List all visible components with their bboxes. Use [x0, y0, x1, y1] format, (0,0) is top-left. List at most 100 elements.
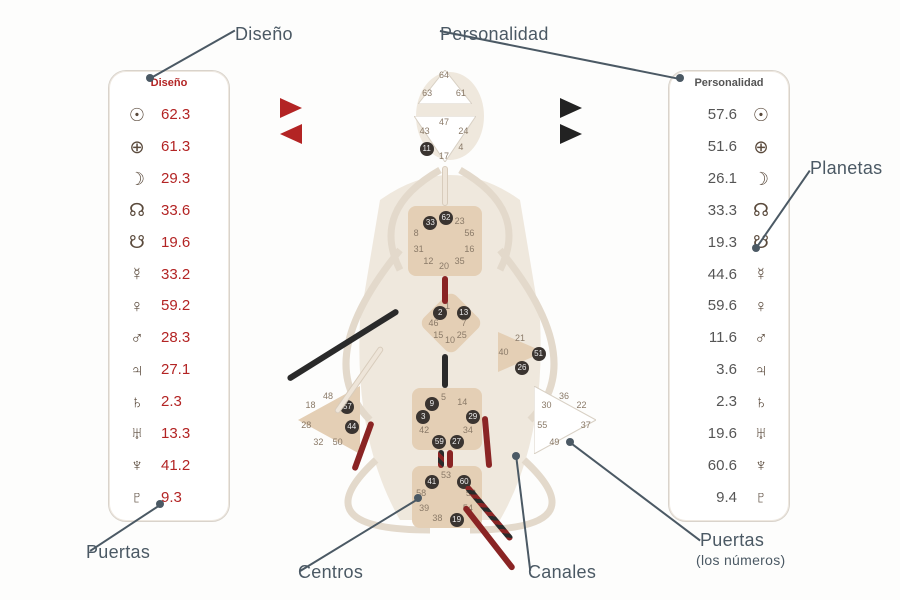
gate-value: 33.3 [708, 202, 737, 219]
design-panel: Diseño ☉62.3⊕61.3☽29.3☊33.6☋19.6☿33.2♀59… [108, 70, 230, 522]
channel [442, 166, 448, 206]
label-planetas: Planetas [810, 158, 882, 179]
planet-row: ♀ 59.6 [669, 290, 789, 322]
annotation-dot [676, 74, 684, 82]
planet-row: ☉ 57.6 [669, 99, 789, 131]
gate-value: 29.3 [161, 170, 190, 187]
center-ajna: 47 24 4 17 11 43 [414, 116, 476, 162]
label-puertas-sub: (los números) [696, 552, 785, 568]
gate-number: 22 [576, 400, 586, 410]
label-diseno: Diseño [235, 24, 293, 45]
gate-number: 35 [455, 256, 465, 266]
gate-number: 38 [432, 513, 442, 523]
gate-value: 2.3 [716, 393, 737, 410]
annotation-dot [146, 74, 154, 82]
planet-glyph: ☊ [751, 201, 771, 219]
planet-glyph: ☉ [127, 106, 147, 124]
gate-value: 62.3 [161, 106, 190, 123]
gate-value: 33.2 [161, 266, 190, 283]
gate-value: 59.6 [708, 297, 737, 314]
gate-number: 20 [439, 261, 449, 271]
gate-number: 50 [333, 437, 343, 447]
planet-glyph: ☉ [751, 106, 771, 124]
planet-row: ☽26.1 [669, 163, 789, 195]
gate-number: 29 [466, 410, 480, 424]
planet-glyph: ♀ [751, 297, 771, 315]
gate-number: 37 [581, 420, 591, 430]
planet-glyph: ♅ [751, 424, 771, 442]
gate-number: 19 [450, 513, 464, 527]
center-sacral: 514293427594239 [412, 388, 482, 450]
planet-glyph: ☿ [127, 265, 147, 283]
gate-number: 56 [464, 228, 474, 238]
planet-glyph: ☿ [751, 265, 771, 283]
gate-number: 61 [456, 88, 466, 98]
gate-value: 13.3 [161, 425, 190, 442]
gate-number: 14 [457, 397, 467, 407]
gate-number: 51 [532, 347, 546, 361]
planet-row: ⊕61.3 [109, 131, 229, 163]
planet-row: ♆41.2 [109, 449, 229, 481]
planet-glyph: ♆ [127, 456, 147, 474]
planet-glyph: ♅ [127, 424, 147, 442]
planet-row: ⊕51.6 [669, 131, 789, 163]
planet-row: ♂ 28.3 [109, 322, 229, 354]
gate-number: 55 [537, 420, 547, 430]
gate-value: 19.3 [708, 234, 737, 251]
personality-panel-header: Personalidad [669, 77, 789, 89]
planet-glyph: ☋ [127, 233, 147, 251]
gate-value: 28.3 [161, 329, 190, 346]
channel [438, 450, 444, 468]
gate-number: 11 [420, 142, 434, 156]
gate-value: 57.6 [708, 106, 737, 123]
gate-value: 27.1 [161, 361, 190, 378]
planet-row: ♅ 13.3 [109, 417, 229, 449]
planet-glyph: ⊕ [751, 138, 771, 156]
annotation-dot [156, 500, 164, 508]
gate-number: 27 [450, 435, 464, 449]
design-panel-header: Diseño [109, 77, 229, 89]
planet-row: ☊33.6 [109, 195, 229, 227]
planet-glyph: ♇ [127, 488, 147, 506]
planet-row: ♃3.6 [669, 354, 789, 386]
gate-number: 41 [425, 475, 439, 489]
annotation-dot [566, 438, 574, 446]
center-heart: 21512640 [498, 332, 544, 372]
gate-value: 60.6 [708, 457, 737, 474]
gate-number: 33 [423, 216, 437, 230]
gate-value: 3.6 [716, 361, 737, 378]
gate-number: 64 [439, 70, 449, 80]
planet-row: ♄ 2.3 [669, 386, 789, 418]
center-g: 1137251015462 [428, 300, 474, 346]
planet-row: ☿ 33.2 [109, 258, 229, 290]
gate-number: 17 [439, 151, 449, 161]
gate-number: 18 [306, 400, 316, 410]
planet-row: ☿ 44.6 [669, 258, 789, 290]
planet-row: ☋19.6 [109, 226, 229, 258]
planet-glyph: ♂ [127, 329, 147, 347]
gate-number: 10 [445, 335, 455, 345]
planet-glyph: ♆ [751, 456, 771, 474]
gate-number: 62 [439, 211, 453, 225]
planet-glyph: ♂ [751, 329, 771, 347]
gate-number: 24 [458, 126, 468, 136]
gate-number: 63 [422, 88, 432, 98]
gate-number: 7 [462, 318, 467, 328]
gate-number: 47 [439, 117, 449, 127]
gate-number: 43 [420, 126, 430, 136]
gate-number: 5 [441, 392, 446, 402]
planet-row: ♃27.1 [109, 354, 229, 386]
center-solar: 3622376495530 [534, 386, 596, 454]
gate-number: 40 [498, 347, 508, 357]
gate-number: 4 [458, 142, 463, 152]
channel [447, 450, 453, 468]
planet-glyph: ☽ [127, 170, 147, 188]
planet-glyph: ♄ [751, 393, 771, 411]
planet-row: ☋19.3 [669, 226, 789, 258]
gate-number: 49 [549, 437, 559, 447]
planet-row: ♆ 60.6 [669, 449, 789, 481]
gate-value: 44.6 [708, 266, 737, 283]
annotation-dot [752, 244, 760, 252]
planet-row: ♇9.4 [669, 481, 789, 513]
planet-glyph: ♀ [127, 297, 147, 315]
